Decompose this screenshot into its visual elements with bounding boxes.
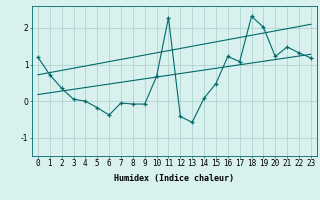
X-axis label: Humidex (Indice chaleur): Humidex (Indice chaleur) [115,174,234,183]
